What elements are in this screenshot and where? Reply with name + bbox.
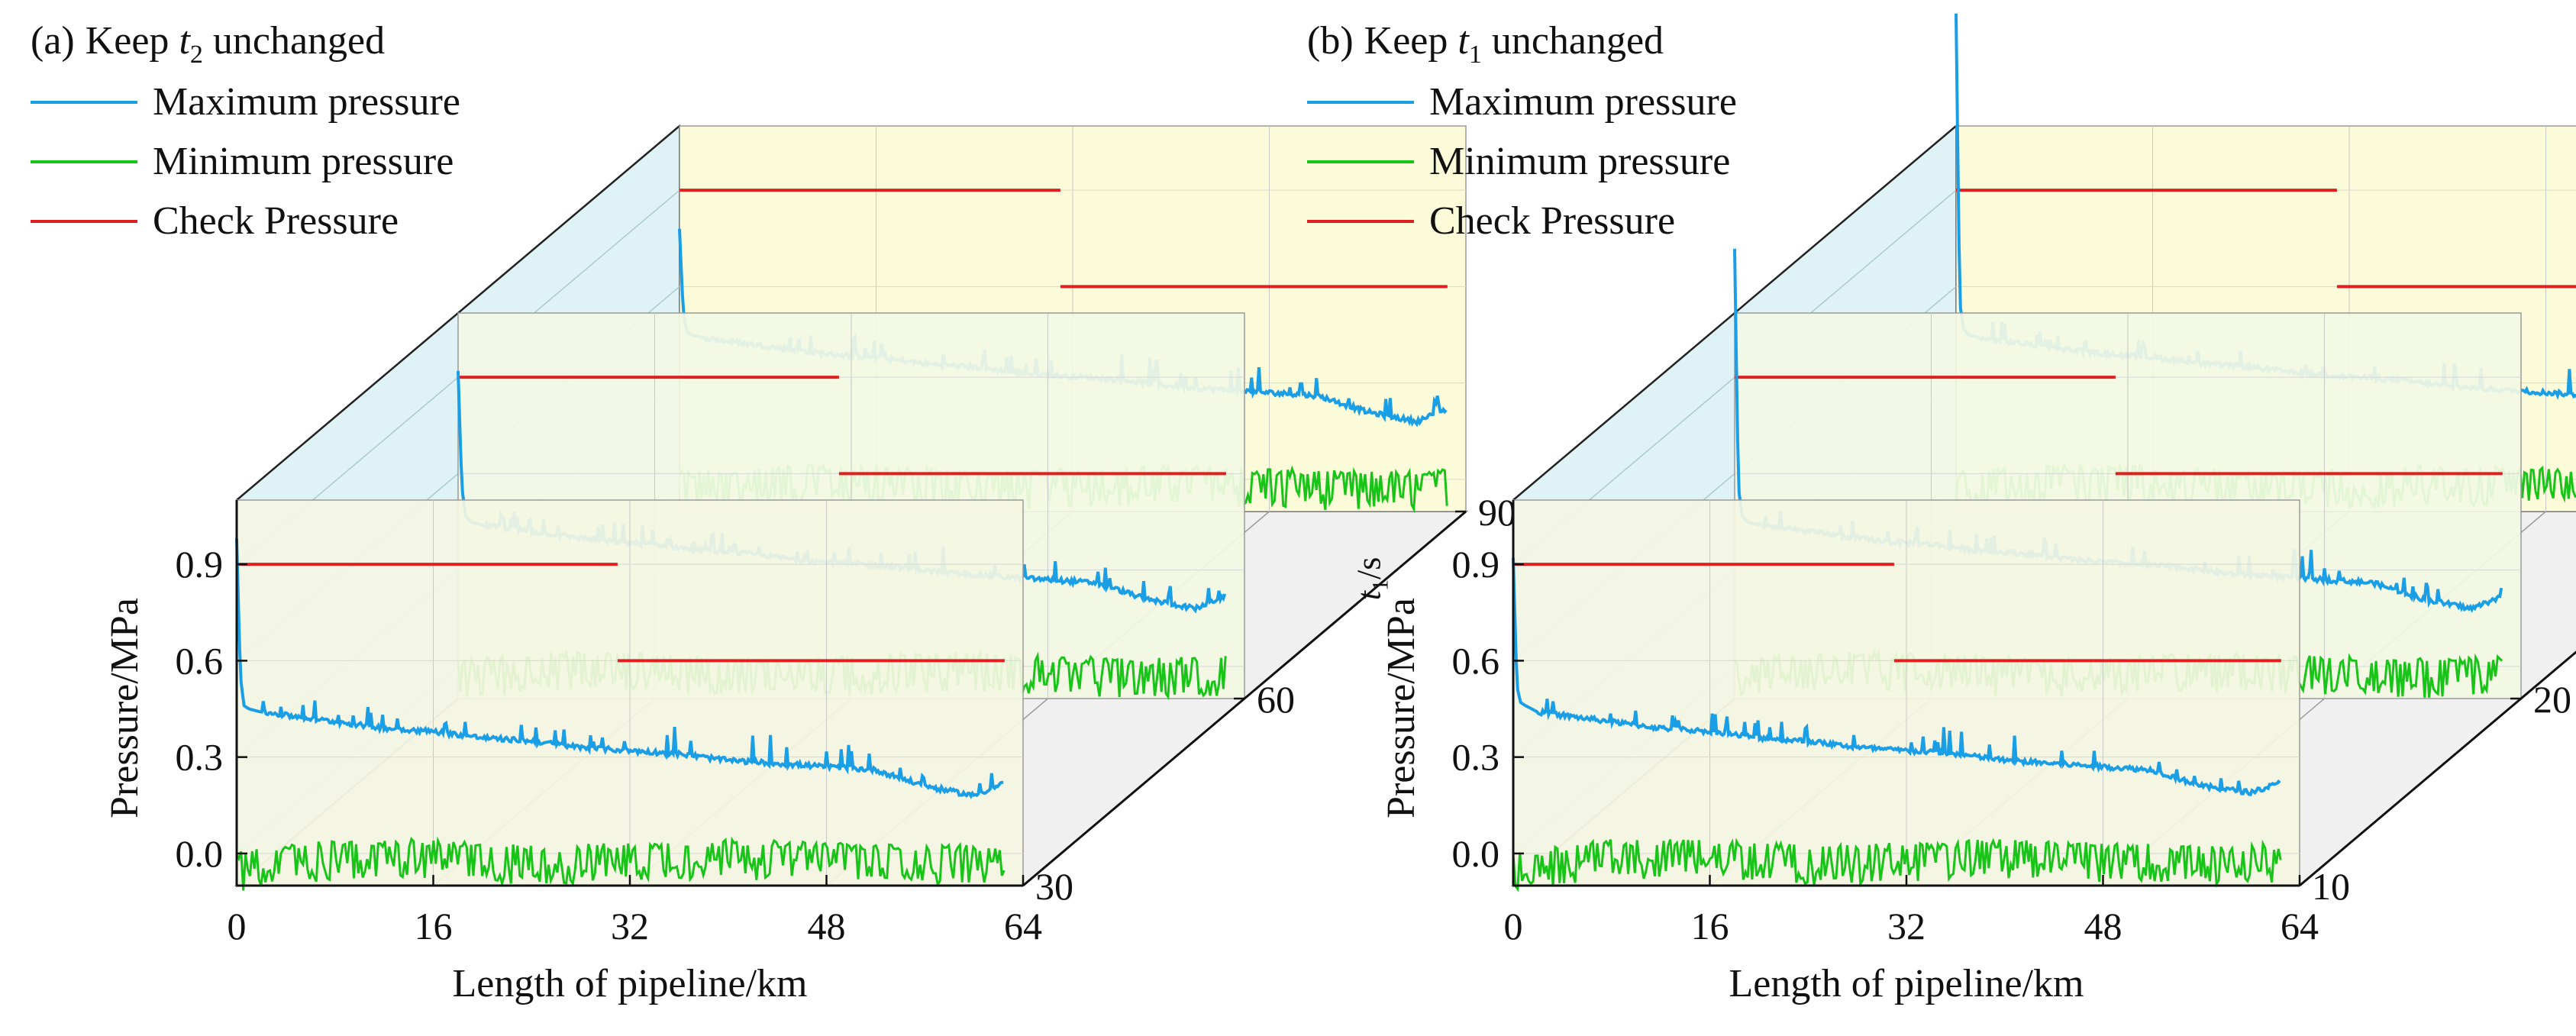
max-pressure-series: [1512, 557, 2281, 797]
slice-10: [1512, 499, 2300, 892]
legend-label: Check Pressure: [1429, 199, 1675, 243]
z-label-unit: /s: [1351, 557, 1388, 579]
panel-label: (b): [1307, 19, 1354, 63]
y-tick-label: 0.9: [1452, 543, 1500, 586]
title-prefix: Keep: [1364, 19, 1458, 63]
x-axis-label: Length of pipeline/km: [452, 962, 807, 1005]
z-tick-label: 90: [1478, 491, 1516, 534]
legend-label: Maximum pressure: [1429, 80, 1737, 124]
x-tick-label: 64: [2281, 905, 2319, 947]
panel-title: (b) Keep t1 unchanged: [1307, 19, 1664, 69]
legend-label: Check Pressure: [153, 199, 399, 243]
z-axis-label: t1/s: [1351, 557, 1393, 601]
x-tick-label: 48: [808, 905, 846, 947]
y-tick-label: 0.6: [176, 639, 224, 682]
legend-label: Minimum pressure: [153, 140, 454, 183]
title-sub: 2: [190, 40, 203, 69]
title-suffix: unchanged: [1482, 19, 1664, 63]
title-suffix: unchanged: [203, 19, 385, 63]
title-prefix: Keep: [86, 19, 179, 63]
y-tick-label: 0.0: [176, 832, 224, 875]
y-tick-label: 0.3: [176, 736, 224, 779]
z-label-var: t: [1351, 589, 1388, 600]
panel-label: (a): [31, 19, 75, 63]
x-tick-label: 32: [1887, 905, 1926, 947]
x-tick-label: 0: [1504, 905, 1523, 947]
min-pressure-series: [1512, 838, 2282, 892]
x-tick-label: 64: [1004, 905, 1042, 947]
x-tick-label: 32: [611, 905, 649, 947]
chart-panel-a: 0 16 32 48 64 0.0 0.3 0.6 0.9 30 60 90 Length of pip…: [31, 19, 1516, 1005]
x-tick-label: 16: [415, 905, 453, 947]
y-tick-label: 0.6: [1452, 639, 1500, 682]
y-tick-label: 0.0: [1452, 832, 1500, 875]
x-tick-label: 16: [1691, 905, 1729, 947]
max-pressure-series: [235, 538, 1004, 799]
z-tick-label: 20: [2533, 678, 2571, 721]
title-sub: 1: [1469, 40, 1482, 69]
z-tick-label: 60: [1257, 678, 1295, 721]
y-tick-label: 0.3: [1452, 736, 1500, 779]
x-tick-label: 48: [2084, 905, 2122, 947]
legend-label: Minimum pressure: [1429, 140, 1730, 183]
legend-label: Maximum pressure: [153, 80, 460, 124]
slice-30: [235, 499, 1024, 891]
y-axis-label: Pressure/MPa: [103, 598, 147, 818]
title-var: t: [179, 19, 191, 63]
y-tick-label: 0.9: [176, 543, 224, 586]
min-pressure-series: [235, 836, 1006, 891]
panel-title: (a) Keep t2 unchanged: [31, 19, 385, 69]
z-tick-label: 30: [1035, 865, 1073, 908]
z-label-sub: 1: [1368, 579, 1393, 591]
x-axis-label: Length of pipeline/km: [1729, 962, 2084, 1005]
y-axis-label: Pressure/MPa: [1380, 598, 1423, 818]
x-tick-label: 0: [228, 905, 247, 947]
title-var: t: [1457, 19, 1470, 63]
z-tick-label: 10: [2312, 865, 2350, 908]
